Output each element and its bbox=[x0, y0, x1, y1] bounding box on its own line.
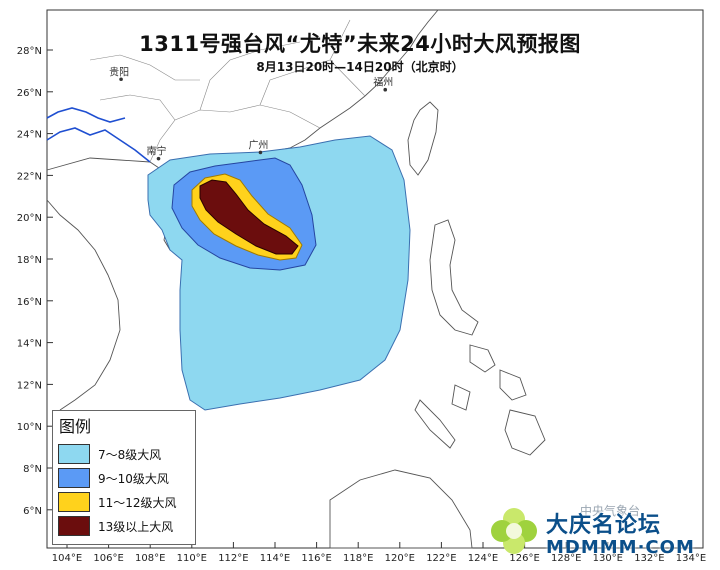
lon-label: 126°E bbox=[509, 553, 539, 564]
lon-label: 116°E bbox=[301, 553, 331, 564]
lon-label: 130°E bbox=[593, 553, 623, 564]
flower-logo-icon bbox=[491, 508, 537, 554]
city-label: 南宁 bbox=[147, 145, 167, 158]
lat-label: 24°N bbox=[17, 130, 42, 141]
legend-label-11-12: 11～12级大风 bbox=[98, 496, 177, 510]
city-label: 广州 bbox=[248, 139, 268, 151]
national-border bbox=[46, 127, 151, 163]
national-border-north bbox=[46, 107, 126, 123]
lat-label: 14°N bbox=[17, 339, 42, 350]
map-title: 1311号强台风“尤特”未来24小时大风预报图 bbox=[139, 32, 581, 56]
lon-label: 106°E bbox=[93, 553, 123, 564]
wind-zone-13-plus bbox=[199, 179, 299, 255]
legend-item-13-plus: 13级以上大风 bbox=[58, 516, 193, 538]
lon-label: 134°E bbox=[676, 553, 706, 564]
lat-label: 6°N bbox=[23, 506, 42, 517]
lon-label: 112°E bbox=[218, 553, 248, 564]
watermark-cn: 大庆名论坛 bbox=[546, 513, 662, 538]
lon-label: 124°E bbox=[468, 553, 498, 564]
lat-label: 20°N bbox=[17, 213, 42, 224]
city-marker bbox=[156, 156, 161, 161]
lat-label: 26°N bbox=[17, 88, 42, 99]
province-borders bbox=[89, 19, 366, 163]
legend-swatch-11-12 bbox=[58, 492, 90, 512]
lon-label: 120°E bbox=[385, 553, 415, 564]
lat-label: 10°N bbox=[17, 422, 42, 433]
lon-label: 128°E bbox=[551, 553, 581, 564]
lon-label: 118°E bbox=[343, 553, 373, 564]
latitude-labels: 28°N 26°N 24°N 22°N 20°N 18°N 16°N 14°N 12°N 10°N… bbox=[17, 46, 53, 517]
city-marker bbox=[258, 150, 263, 155]
legend-item-9-10: 9～10级大风 bbox=[58, 468, 193, 490]
legend-swatch-13-plus bbox=[58, 516, 90, 536]
legend-item-11-12: 11～12级大风 bbox=[58, 492, 193, 514]
map-subtitle: 8月13日20时—14日20时（北京时） bbox=[256, 60, 464, 74]
lat-label: 22°N bbox=[17, 171, 42, 182]
legend: 图例 7～8级大风 9～10级大风 11～12级大风 13级以上大风 bbox=[52, 410, 196, 545]
legend-title: 图例 bbox=[59, 417, 92, 436]
city-label: 福州 bbox=[373, 76, 393, 89]
source-label: 中央气象台 bbox=[580, 504, 641, 518]
legend-item-7-8: 7～8级大风 bbox=[58, 444, 193, 466]
legend-label-7-8: 7～8级大风 bbox=[98, 448, 162, 462]
city-label: 贵阳 bbox=[109, 65, 129, 78]
lat-label: 16°N bbox=[17, 297, 42, 308]
lon-label: 108°E bbox=[135, 553, 165, 564]
lon-label: 104°E bbox=[52, 553, 82, 564]
watermark-en: MDMMM·COM bbox=[546, 537, 695, 558]
legend-label-9-10: 9～10级大风 bbox=[98, 472, 169, 486]
city-marker bbox=[119, 77, 123, 82]
lat-label: 18°N bbox=[17, 255, 42, 266]
lon-label: 132°E bbox=[634, 553, 664, 564]
longitude-labels: 104°E 106°E 108°E 110°E 112°E 114°E 116°E 118°E… bbox=[52, 542, 706, 564]
lon-label: 114°E bbox=[260, 553, 290, 564]
legend-swatch-7-8 bbox=[58, 444, 90, 464]
lon-label: 122°E bbox=[426, 553, 456, 564]
lon-label: 110°E bbox=[177, 553, 207, 564]
lat-label: 28°N bbox=[17, 46, 42, 57]
legend-label-13-plus: 13级以上大风 bbox=[98, 520, 174, 534]
watermark: 大庆名论坛 MDMMM·COM bbox=[488, 503, 698, 563]
lat-label: 12°N bbox=[17, 380, 42, 391]
lat-label: 8°N bbox=[23, 464, 42, 475]
city-marker bbox=[383, 87, 388, 92]
legend-swatch-9-10 bbox=[58, 468, 90, 488]
